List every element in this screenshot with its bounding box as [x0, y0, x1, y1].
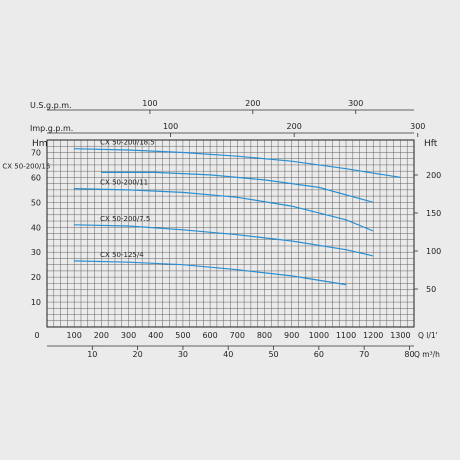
grid [46, 139, 415, 328]
m3h-tick-label: 20 [133, 350, 143, 359]
curve-label: CX 50-200/7.5 [100, 215, 150, 223]
curve-label: CX 50-125/4 [100, 251, 144, 259]
m3h-tick-label: 70 [359, 350, 369, 359]
hft-tick-label: 50 [426, 285, 436, 294]
usgpm-axis-label: U.S.g.p.m. [30, 101, 72, 110]
q-tick-label: 100 [67, 331, 82, 340]
q-tick-label: 1300 [390, 331, 410, 340]
hft-axis-label: Hft [424, 139, 438, 149]
axes [47, 109, 419, 350]
hm-tick-label: 30 [31, 248, 41, 257]
q-tick-label: 300 [121, 331, 136, 340]
hm-tick-label: 10 [31, 298, 41, 307]
q-tick-label: 200 [94, 331, 109, 340]
impgpm-axis-label: Imp.g.p.m. [30, 124, 73, 133]
q-tick-label: 1000 [309, 331, 329, 340]
impgpm-tick-label: 300 [410, 122, 425, 131]
hft-tick-label: 100 [426, 247, 441, 256]
q-tick-label: 500 [175, 331, 190, 340]
q-tick-label: 1200 [363, 331, 383, 340]
hft-tick-label: 200 [426, 171, 441, 180]
q-tick-label: 700 [230, 331, 245, 340]
usgpm-tick-label: 100 [142, 99, 157, 108]
curve-label: CX 50-200/15 [2, 162, 50, 170]
m3h-tick-label: 40 [223, 350, 233, 359]
plot-frame [46, 139, 415, 328]
m3h-tick-label: 30 [178, 350, 188, 359]
hm-tick-label: 60 [31, 173, 41, 182]
hm-tick-label: 70 [31, 148, 41, 157]
q-tick-label: 400 [148, 331, 163, 340]
pump-curve [74, 260, 347, 286]
impgpm-tick-label: 200 [287, 122, 302, 131]
hm-tick-label: 20 [31, 273, 41, 282]
impgpm-tick-label: 100 [163, 122, 178, 131]
hm-tick-label: 50 [31, 198, 41, 207]
q-tick-label: 600 [202, 331, 217, 340]
q-tick-label: 1100 [336, 331, 356, 340]
usgpm-tick-label: 200 [245, 99, 260, 108]
hft-tick-label: 150 [426, 209, 441, 218]
m3h-tick-label: 10 [87, 350, 97, 359]
m3h-tick-label: 60 [314, 350, 324, 359]
q-tick-label: 800 [257, 331, 272, 340]
hm-axis-label: Hm [32, 139, 48, 149]
pump-curves [74, 148, 401, 286]
m3h-tick-label: 50 [268, 350, 278, 359]
q-axis-label: Q l/1' [418, 331, 438, 340]
q-tick-label: 900 [284, 331, 299, 340]
usgpm-tick-label: 300 [348, 99, 363, 108]
m3h-tick-label: 80 [404, 350, 414, 359]
curve-label: CX 50-200/18.5 [100, 139, 155, 147]
q-tick-label: 0 [34, 331, 39, 340]
curve-label: CX 50-200/11 [100, 179, 148, 187]
pump-curve [101, 171, 374, 203]
hm-tick-label: 40 [31, 223, 41, 232]
m3h-axis-label: Q m³/h [414, 350, 440, 359]
